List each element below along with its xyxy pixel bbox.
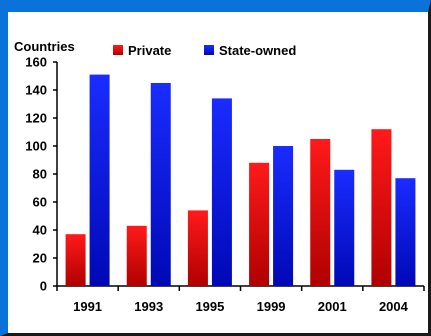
bar-private-1999 — [249, 162, 270, 286]
x-tick-label-1999: 1999 — [257, 299, 286, 314]
y-tick-label-120: 120 — [25, 111, 47, 126]
bar-state-owned-1995 — [211, 98, 232, 287]
y-tick-label-160: 160 — [25, 55, 47, 70]
bar-state-owned-1993 — [150, 83, 171, 286]
y-tick-label-140: 140 — [25, 83, 47, 98]
legend-swatch-1 — [204, 45, 214, 55]
y-tick-label-40: 40 — [33, 223, 47, 238]
y-axis: 0 20 40 60 80 100 120 140 160 — [25, 55, 58, 294]
legend-swatch-0 — [113, 45, 123, 55]
x-tick-label-2004: 2004 — [379, 299, 409, 314]
bars — [65, 74, 416, 287]
bar-private-1991 — [65, 234, 86, 286]
bar-private-1995 — [187, 210, 208, 286]
bar-private-1993 — [126, 225, 147, 286]
y-tick-label-20: 20 — [33, 251, 47, 266]
x-tick-label-1993: 1993 — [134, 299, 163, 314]
x-tick-label-1991: 1991 — [73, 299, 102, 314]
bar-private-2004 — [371, 129, 392, 286]
y-tick-label-100: 100 — [25, 139, 47, 154]
y-tick-label-60: 60 — [33, 195, 47, 210]
bar-private-2001 — [310, 139, 331, 286]
legend-label-0: Private — [128, 43, 171, 58]
y-tick-label-0: 0 — [40, 279, 47, 294]
bar-state-owned-1999 — [273, 146, 294, 286]
x-axis: 1991 1993 1995 1999 2001 2004 — [56, 285, 425, 314]
x-tick-label-1995: 1995 — [195, 299, 224, 314]
bar-state-owned-2004 — [395, 178, 416, 286]
x-tick-label-2001: 2001 — [318, 299, 347, 314]
y-tick-label-80: 80 — [33, 167, 47, 182]
bar-state-owned-1991 — [89, 74, 110, 286]
legend: Private State-owned — [113, 43, 296, 58]
bar-state-owned-2001 — [334, 169, 355, 286]
legend-label-1: State-owned — [219, 43, 296, 58]
y-axis-label: Countries — [14, 39, 75, 54]
